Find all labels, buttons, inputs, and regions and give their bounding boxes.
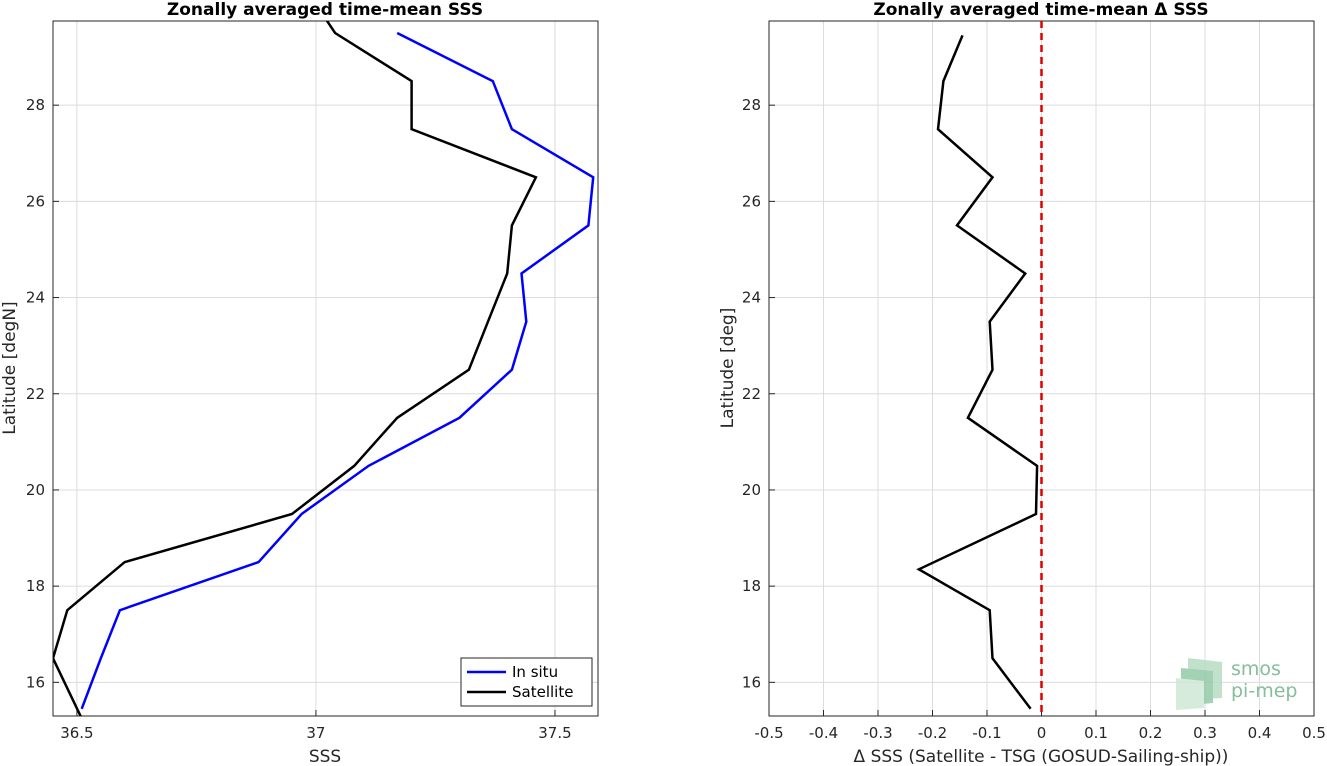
y-tick-label: 22 (26, 385, 45, 403)
y-tick-label: 28 (26, 96, 45, 114)
x-tick-label: -0.5 (754, 724, 783, 742)
legend-box (460, 657, 593, 707)
series-line-in-situ (80, 31, 595, 710)
series-left (53, 21, 595, 716)
y-tick-label: 26 (26, 192, 45, 210)
series-right (916, 34, 1039, 710)
logo-mark-front (1176, 678, 1204, 710)
y-tick-label: 20 (26, 481, 45, 499)
y-tick-label: 16 (742, 673, 761, 691)
delta-sss-profile-chart: -0.5 -0.4 -0.3 -0.2 -0.1 0 0.1 0.2 0.3 0.4 0.5 16 18… (718, 0, 1326, 766)
chart-title-right: Zonally averaged time-mean Δ SSS (873, 0, 1208, 20)
y-tick-label: 26 (742, 192, 761, 210)
y-tick-label: 18 (742, 577, 761, 595)
x-tick-label: -0.1 (972, 724, 1001, 742)
y-axis-label-left: Latitude [degN] (0, 301, 20, 434)
grid-lines-left (53, 21, 598, 716)
y-tick-label: 28 (742, 96, 761, 114)
axes-frame-left (52, 20, 599, 717)
y-tick-label: 24 (742, 289, 761, 307)
ticks-left: 36.5 37 37.5 16 18 20 22 24 26 28 (26, 96, 572, 742)
x-tick-label: 37 (306, 724, 325, 742)
logo-text-pi-mep: pi-mep (1231, 680, 1297, 702)
chart-title-left: Zonally averaged time-mean SSS (167, 0, 483, 20)
x-axis-label-left: SSS (309, 747, 341, 766)
series-line-delta-sss (916, 34, 1039, 710)
legend: In situ Satellite (460, 657, 593, 707)
x-axis-label-right: Δ SSS (Satellite - TSG (GOSUD-Sailing-sh… (854, 747, 1229, 766)
x-tick-label: 0.2 (1139, 724, 1163, 742)
x-tick-label: 0.4 (1248, 724, 1272, 742)
x-tick-label: -0.2 (918, 724, 947, 742)
smos-pi-mep-logo: smos pi-mep (1176, 658, 1297, 710)
x-tick-label: 37.5 (538, 724, 571, 742)
y-tick-label: 18 (26, 577, 45, 595)
x-tick-label: 0.1 (1084, 724, 1108, 742)
ticks-right: -0.5 -0.4 -0.3 -0.2 -0.1 0 0.1 0.2 0.3 0.4 0.5 16 18… (742, 96, 1326, 742)
y-tick-label: 16 (26, 673, 45, 691)
x-tick-label: 0.3 (1193, 724, 1217, 742)
x-tick-label: 0 (1037, 724, 1047, 742)
series-line-satellite (53, 21, 538, 716)
legend-label-satellite: Satellite (512, 683, 573, 701)
y-tick-label: 20 (742, 481, 761, 499)
legend-label-in-situ: In situ (512, 663, 558, 681)
x-tick-label: -0.3 (863, 724, 892, 742)
y-tick-label: 22 (742, 385, 761, 403)
x-tick-label: -0.4 (809, 724, 838, 742)
x-tick-label: 0.5 (1302, 724, 1326, 742)
x-tick-label: 36.5 (60, 724, 93, 742)
y-axis-label-right: Latitude [deg] (718, 308, 738, 429)
logo-text-smos: smos (1231, 658, 1281, 680)
sss-profile-chart: 36.5 37 37.5 16 18 20 22 24 26 28 Zonally average… (0, 0, 599, 766)
y-tick-label: 24 (26, 289, 45, 307)
